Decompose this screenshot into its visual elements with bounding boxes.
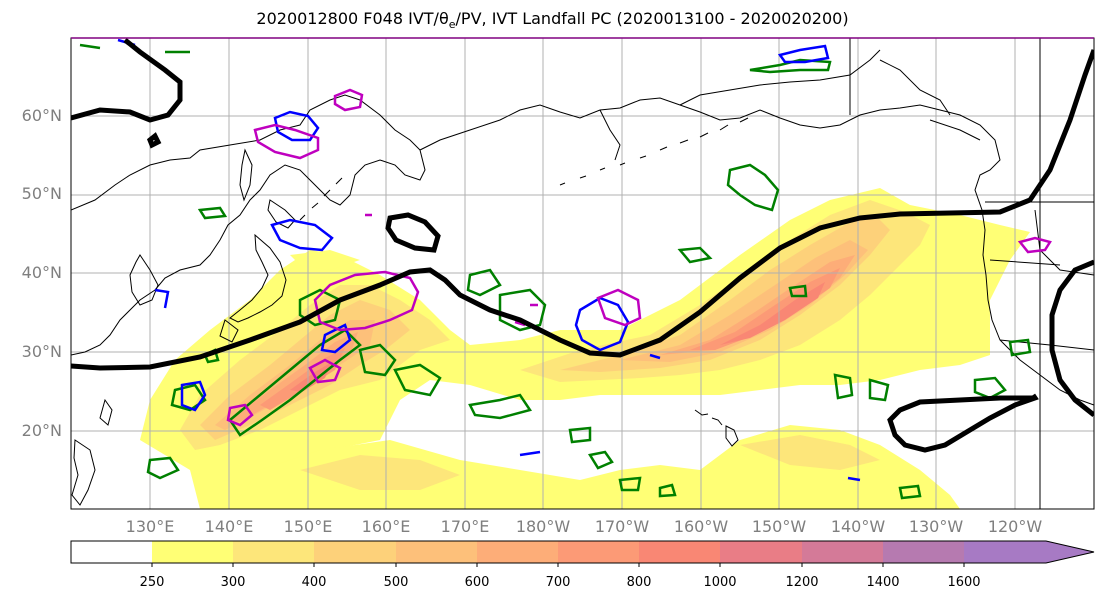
lat-label-40n: 40°N bbox=[21, 263, 62, 282]
colorbar-label-250: 250 bbox=[139, 575, 165, 590]
colorbar-label-800: 800 bbox=[626, 575, 652, 590]
pv-magenta-contours bbox=[226, 88, 1052, 427]
coastlines bbox=[71, 38, 1094, 509]
colorbar bbox=[70, 540, 1095, 567]
colorbar-label-1600: 1600 bbox=[947, 575, 981, 590]
lon-label-140e: 140°E bbox=[204, 517, 254, 536]
lat-label-30n: 30°N bbox=[21, 342, 62, 361]
lat-label-20n: 20°N bbox=[21, 421, 62, 440]
lon-label-120w: 120°W bbox=[987, 517, 1043, 536]
lon-label-150w: 150°W bbox=[751, 517, 807, 536]
lon-label-170w: 170°W bbox=[594, 517, 650, 536]
colorbar-label-400: 400 bbox=[301, 575, 327, 590]
colorbar-label-1000: 1000 bbox=[703, 575, 737, 590]
lon-label-170e: 170°E bbox=[440, 517, 490, 536]
map-title: 2020012800 F048 IVT/θe/PV, IVT Landfall … bbox=[256, 9, 849, 32]
colorbar-label-500: 500 bbox=[383, 575, 409, 590]
lon-label-180w: 180°W bbox=[515, 517, 571, 536]
lon-label-130e: 130°E bbox=[125, 517, 175, 536]
colorbar-label-700: 700 bbox=[545, 575, 571, 590]
lon-label-140w: 140°W bbox=[830, 517, 886, 536]
lat-label-60n: 60°N bbox=[21, 106, 62, 125]
lon-label-150e: 150°E bbox=[283, 517, 333, 536]
landfall-pc-contour bbox=[71, 38, 1094, 453]
colorbar-label-1400: 1400 bbox=[866, 575, 900, 590]
lon-label-130w: 130°W bbox=[908, 517, 964, 536]
lat-label-50n: 50°N bbox=[21, 184, 62, 203]
theta-e-contours bbox=[79, 43, 1032, 500]
lon-label-160e: 160°E bbox=[361, 517, 411, 536]
lon-label-160w: 160°W bbox=[673, 517, 729, 536]
ivt-shading bbox=[140, 188, 1030, 509]
colorbar-label-600: 600 bbox=[464, 575, 490, 590]
colorbar-label-300: 300 bbox=[220, 575, 246, 590]
colorbar-label-1200: 1200 bbox=[785, 575, 819, 590]
